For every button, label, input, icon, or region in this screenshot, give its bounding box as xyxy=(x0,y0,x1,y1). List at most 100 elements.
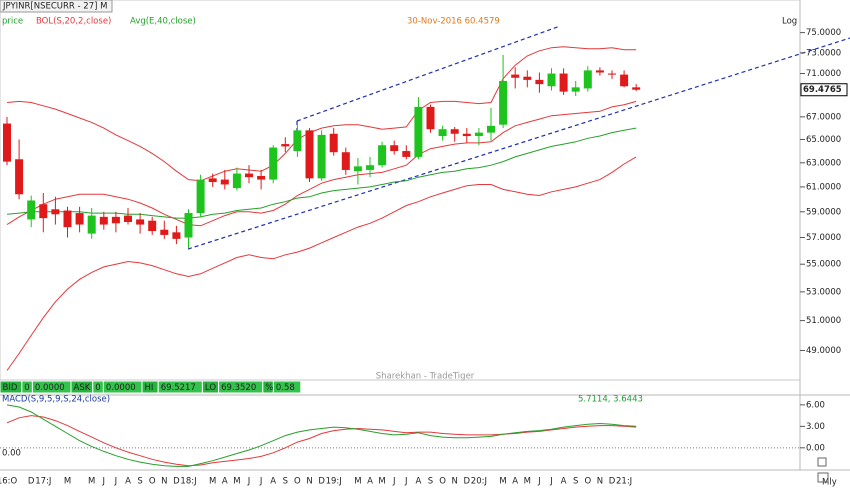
x-tick-label: S xyxy=(573,477,578,487)
macd-title: MACD(S,9,5,9,S,24,close) xyxy=(2,395,110,405)
x-tick-label: D xyxy=(318,477,325,487)
macd-line xyxy=(6,415,637,467)
info-text: 69.3520 xyxy=(221,383,256,393)
candle-body xyxy=(160,229,169,235)
x-tick-label: J xyxy=(392,477,396,487)
candle-body xyxy=(75,213,84,225)
info-text: LO xyxy=(205,383,216,393)
info-text: HI xyxy=(145,383,154,393)
candle-body xyxy=(317,134,326,179)
candle-body xyxy=(426,106,435,130)
candle-body xyxy=(111,216,120,224)
info-text: 69.5217 xyxy=(161,383,196,393)
info-text: 0 xyxy=(24,383,29,393)
candle-body xyxy=(15,159,24,195)
x-tick-label: A xyxy=(561,477,567,487)
x-tick-label: 16:O xyxy=(0,477,17,487)
candle-body xyxy=(499,80,508,125)
zoom-icon[interactable] xyxy=(817,457,827,467)
x-tick-label: A xyxy=(367,477,373,487)
candle-body xyxy=(474,132,483,137)
period: Mly xyxy=(822,478,837,488)
info-text: 0.58 xyxy=(276,383,295,393)
candle-body xyxy=(390,145,399,152)
y-tick-label: 57.0000 xyxy=(806,233,841,243)
candle-body xyxy=(257,175,266,180)
x-tick-label: M xyxy=(524,477,531,487)
x-tick-label: A xyxy=(415,477,421,487)
x-tick-label: D xyxy=(28,477,35,487)
price-marker-box xyxy=(800,83,848,97)
candle-body xyxy=(438,129,447,137)
x-tick-label: J xyxy=(549,477,553,487)
macd-line xyxy=(6,404,637,467)
candle-body xyxy=(136,219,145,225)
candle-body xyxy=(232,173,241,189)
period-box[interactable] xyxy=(817,472,829,483)
y-tick-label: 6.00 xyxy=(806,400,825,410)
candle-body xyxy=(208,178,217,183)
info-text: % xyxy=(265,383,273,393)
symbol: JPYINR[NSECURR - 27] M xyxy=(2,2,107,12)
y-tick-label: 55.0000 xyxy=(806,260,841,270)
candle-body xyxy=(414,106,423,157)
symbol-box xyxy=(0,0,113,13)
candle-body xyxy=(487,125,495,133)
candle-body xyxy=(293,130,302,152)
trend-line xyxy=(187,37,850,250)
x-tick-label: J xyxy=(114,477,118,487)
zero-label: 0.00 xyxy=(2,448,21,458)
candle-body xyxy=(378,145,387,166)
x-tick-label: 18:J xyxy=(180,477,196,487)
x-tick-label: 19:J xyxy=(326,477,342,487)
candle-body xyxy=(99,216,108,225)
x-tick-label: N xyxy=(597,477,603,487)
candle-body xyxy=(462,133,471,137)
x-tick-label: O xyxy=(584,477,591,487)
candle-body xyxy=(632,87,641,90)
x-tick-label: N xyxy=(452,477,458,487)
candle-body xyxy=(595,70,604,73)
x-tick-label: M xyxy=(233,477,240,487)
info-text: 0.0000 xyxy=(106,383,136,393)
y-tick-label: 0.00 xyxy=(806,443,825,453)
trend-line xyxy=(296,25,561,122)
x-tick-label: A xyxy=(270,477,276,487)
price-marker: 69.4765 xyxy=(803,85,842,95)
info-box xyxy=(272,380,302,394)
candle-body xyxy=(620,74,629,87)
candle-body xyxy=(39,204,48,219)
x-tick-label: A xyxy=(512,477,518,487)
candle-body xyxy=(3,123,11,162)
candle-body xyxy=(366,165,374,170)
candle-body xyxy=(571,87,580,92)
bollinger-middle xyxy=(6,100,637,227)
info-text: ASK xyxy=(74,383,91,393)
y-tick-label: 65.0000 xyxy=(806,135,841,145)
average-line xyxy=(6,127,637,219)
x-tick-label: 21:J xyxy=(616,477,632,487)
y-tick-label: 63.0000 xyxy=(806,158,841,168)
x-tick-label: J xyxy=(102,477,106,487)
x-tick-label: J xyxy=(259,477,263,487)
bollinger-upper xyxy=(6,46,637,182)
cursor-readout: 30-Nov-2016 60.4579 xyxy=(407,17,500,27)
x-tick-label: M xyxy=(354,477,361,487)
candle-body xyxy=(172,232,181,239)
candle-body xyxy=(27,200,36,220)
y-tick-label: 61.0000 xyxy=(806,182,841,192)
x-tick-label: D xyxy=(464,477,471,487)
candle-body xyxy=(124,215,132,222)
candle-body xyxy=(269,147,278,180)
candle-body xyxy=(196,179,205,214)
x-tick-label: J xyxy=(404,477,408,487)
candle-body xyxy=(51,209,60,215)
candle-body xyxy=(329,133,338,153)
candle-body xyxy=(402,151,411,157)
watermark: Sharekhan - TradeTiger xyxy=(376,372,475,382)
x-tick-label: O xyxy=(149,477,156,487)
candle-body xyxy=(547,73,556,87)
x-tick-label: A xyxy=(222,477,228,487)
y-tick-label: 53.0000 xyxy=(806,287,841,297)
